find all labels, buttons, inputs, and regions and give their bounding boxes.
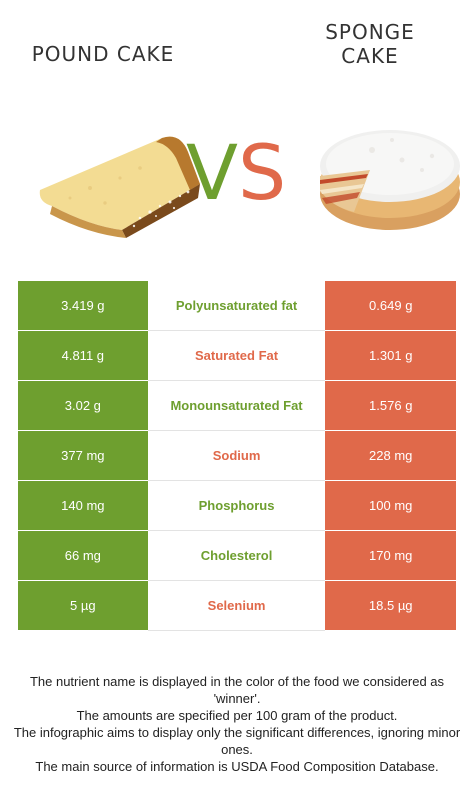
sponge-cake-value: 1.576 g bbox=[325, 380, 456, 431]
nutrient-name: Polyunsaturated fat bbox=[147, 281, 326, 331]
pound-cake-value: 3.02 g bbox=[18, 380, 148, 431]
pound-cake-value: 140 mg bbox=[18, 480, 148, 531]
footnote-line: The main source of information is USDA F… bbox=[35, 759, 439, 774]
sponge-cake-value: 100 mg bbox=[325, 480, 456, 531]
footnote: The nutrient name is displayed in the co… bbox=[10, 673, 464, 775]
pound-cake-title: POUND CAKE bbox=[31, 42, 175, 66]
sponge-cake-value: 170 mg bbox=[325, 530, 456, 581]
versus-label: VS bbox=[186, 128, 286, 218]
comparison-row: 4.811 g Saturated Fat 1.301 g bbox=[18, 330, 456, 381]
sponge-cake-title: SPONGE CAKE bbox=[325, 20, 415, 68]
pound-cake-value: 4.811 g bbox=[18, 330, 148, 381]
nutrient-name: Saturated Fat bbox=[147, 330, 326, 381]
sponge-cake-image bbox=[320, 130, 460, 230]
comparison-row: 3.02 g Monounsaturated Fat 1.576 g bbox=[18, 380, 456, 431]
comparison-row: 377 mg Sodium 228 mg bbox=[18, 430, 456, 481]
comparison-row: 5 µg Selenium 18.5 µg bbox=[18, 580, 456, 631]
comparison-row: 140 mg Phosphorus 100 mg bbox=[18, 480, 456, 531]
footnote-line: The nutrient name is displayed in the co… bbox=[29, 674, 445, 706]
nutrient-name: Selenium bbox=[147, 580, 326, 631]
pound-cake-image bbox=[39, 136, 200, 238]
footnote-line: The amounts are specified per 100 gram o… bbox=[76, 708, 398, 723]
versus-s: S bbox=[238, 128, 287, 217]
footnote-line: The infographic aims to display only the… bbox=[13, 725, 461, 757]
sponge-cake-value: 228 mg bbox=[325, 430, 456, 481]
comparison-row: 3.419 g Polyunsaturated fat 0.649 g bbox=[18, 281, 456, 331]
pound-cake-value: 66 mg bbox=[18, 530, 148, 581]
sponge-cake-value: 0.649 g bbox=[325, 281, 456, 331]
nutrient-name: Sodium bbox=[147, 430, 326, 481]
nutrient-name: Cholesterol bbox=[147, 530, 326, 581]
nutrient-name: Phosphorus bbox=[147, 480, 326, 531]
versus-v: V bbox=[186, 128, 238, 217]
comparison-table: 3.419 g Polyunsaturated fat 0.649 g 4.811 g… bbox=[18, 281, 456, 631]
pound-cake-value: 3.419 g bbox=[18, 281, 148, 331]
comparison-row: 66 mg Cholesterol 170 mg bbox=[18, 530, 456, 581]
sponge-cake-value: 18.5 µg bbox=[325, 580, 456, 631]
pound-cake-value: 377 mg bbox=[18, 430, 148, 481]
sponge-cake-value: 1.301 g bbox=[325, 330, 456, 381]
nutrient-name: Monounsaturated Fat bbox=[147, 380, 326, 431]
pound-cake-value: 5 µg bbox=[18, 580, 148, 631]
